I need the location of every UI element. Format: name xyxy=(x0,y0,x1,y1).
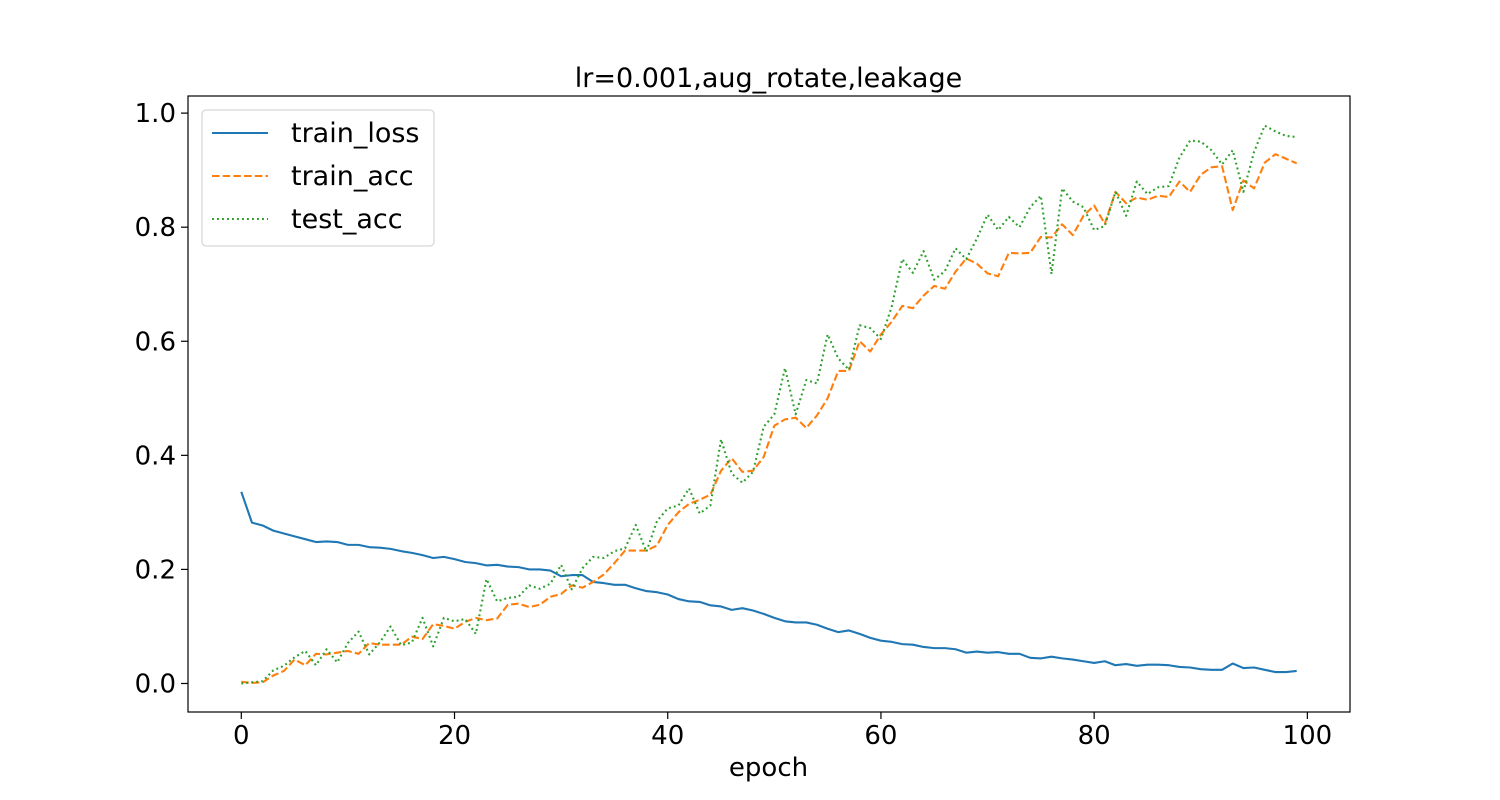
y-tick-label: 0.2 xyxy=(135,555,176,585)
y-axis: 0.0 0.2 0.4 0.6 0.8 1.0 xyxy=(135,99,188,699)
x-tick-label: 40 xyxy=(651,721,684,751)
legend-label-train-loss: train_loss xyxy=(291,118,420,149)
y-tick-label: 0.8 xyxy=(135,213,176,243)
x-tick-label: 20 xyxy=(438,721,471,751)
legend-label-train-acc: train_acc xyxy=(291,161,414,192)
y-tick-label: 0.0 xyxy=(135,669,176,699)
legend-label-test-acc: test_acc xyxy=(291,204,403,235)
x-axis: 0 20 40 60 80 100 xyxy=(233,712,1332,751)
x-axis-title: epoch xyxy=(729,753,808,783)
legend-box xyxy=(201,109,435,247)
x-tick-label: 100 xyxy=(1283,721,1333,751)
y-tick-label: 1.0 xyxy=(135,99,176,129)
chart-title: lr=0.001,aug_rotate,leakage xyxy=(575,63,962,94)
y-tick-label: 0.4 xyxy=(135,441,176,471)
y-tick-label: 0.6 xyxy=(135,327,176,357)
plot-lines xyxy=(240,124,1298,685)
plot-frame xyxy=(187,95,1351,713)
legend: train_loss train_acc test_acc xyxy=(201,109,435,247)
x-tick-label: 60 xyxy=(864,721,897,751)
series-line-train-acc xyxy=(241,153,1298,684)
series-line-train-loss xyxy=(240,491,1297,674)
x-tick-label: 0 xyxy=(233,721,250,751)
x-tick-label: 80 xyxy=(1078,721,1111,751)
